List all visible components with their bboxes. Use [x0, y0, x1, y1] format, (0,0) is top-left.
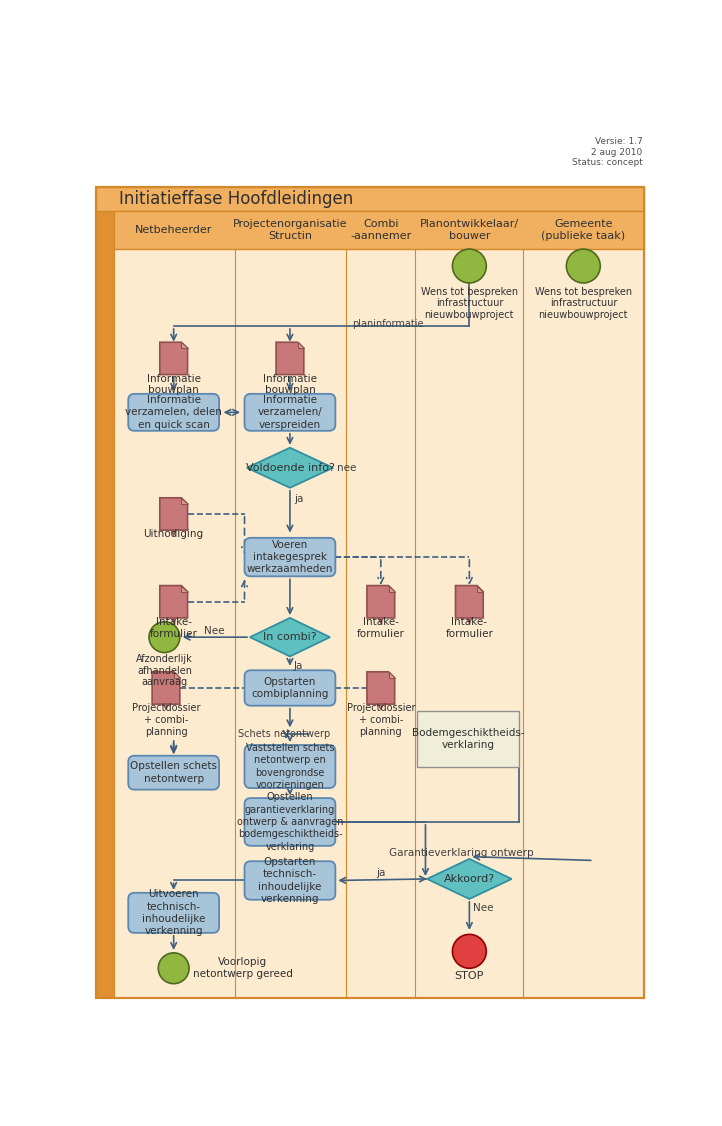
Text: nee: nee	[337, 463, 356, 473]
FancyBboxPatch shape	[417, 712, 518, 767]
FancyBboxPatch shape	[245, 394, 336, 431]
Polygon shape	[378, 704, 383, 709]
Text: Informatie
verzamelen/
verspreiden: Informatie verzamelen/ verspreiden	[258, 395, 322, 430]
FancyBboxPatch shape	[245, 798, 336, 846]
Text: Opstarten
combiplanning: Opstarten combiplanning	[251, 677, 329, 699]
Polygon shape	[250, 618, 330, 656]
FancyBboxPatch shape	[245, 538, 336, 577]
Polygon shape	[247, 448, 333, 488]
Text: Projectdossier
+ combi-
planning: Projectdossier + combi- planning	[131, 704, 200, 736]
Text: ja: ja	[376, 868, 386, 878]
Text: Intake-
formulier: Intake- formulier	[445, 617, 493, 638]
Text: Wens tot bespreken
infrastructuur
nieuwbouwproject: Wens tot bespreken infrastructuur nieuwb…	[535, 287, 632, 320]
Text: Netbeheerder: Netbeheerder	[135, 225, 212, 235]
Text: Uitnodiging: Uitnodiging	[144, 529, 204, 539]
FancyBboxPatch shape	[92, 135, 648, 1002]
Polygon shape	[160, 498, 188, 530]
Polygon shape	[152, 672, 180, 704]
FancyBboxPatch shape	[129, 893, 219, 932]
FancyBboxPatch shape	[129, 756, 219, 789]
Polygon shape	[297, 342, 304, 348]
Polygon shape	[427, 859, 512, 899]
Text: In combi?: In combi?	[263, 632, 317, 642]
Polygon shape	[456, 586, 483, 618]
Polygon shape	[388, 672, 395, 678]
FancyBboxPatch shape	[245, 670, 336, 706]
FancyBboxPatch shape	[245, 745, 336, 788]
Text: Bodemgeschiktheids-
verklaring: Bodemgeschiktheids- verklaring	[412, 729, 524, 750]
Circle shape	[566, 249, 600, 283]
Polygon shape	[477, 586, 483, 592]
Circle shape	[158, 953, 189, 984]
Text: Gemeente
(publieke taak): Gemeente (publieke taak)	[542, 220, 625, 241]
Text: Planontwikkelaar/
bouwer: Planontwikkelaar/ bouwer	[419, 220, 519, 241]
Text: planinformatie: planinformatie	[352, 319, 424, 329]
Text: Uitvoeren
technisch-
inhoudelijke
verkenning: Uitvoeren technisch- inhoudelijke verken…	[142, 890, 205, 937]
Text: Vaststellen schets
netontwerp en
bovengrondse
voorzieningen: Vaststellen schets netontwerp en bovengr…	[245, 743, 334, 790]
Polygon shape	[171, 618, 176, 624]
Circle shape	[149, 622, 180, 653]
Polygon shape	[160, 342, 188, 375]
Polygon shape	[388, 586, 395, 592]
Polygon shape	[171, 530, 176, 536]
FancyBboxPatch shape	[129, 394, 219, 431]
Circle shape	[453, 935, 487, 968]
Text: ja: ja	[294, 493, 303, 503]
Polygon shape	[181, 498, 188, 504]
FancyBboxPatch shape	[96, 188, 644, 998]
Text: Intake-
formulier: Intake- formulier	[149, 617, 198, 638]
Text: Schets netontwerp: Schets netontwerp	[238, 730, 331, 739]
Polygon shape	[367, 586, 395, 618]
FancyBboxPatch shape	[113, 211, 644, 249]
Text: Opstellen schets
netontwerp: Opstellen schets netontwerp	[130, 761, 217, 784]
Text: Opstarten
technisch-
inhoudelijke
verkenning: Opstarten technisch- inhoudelijke verken…	[258, 857, 321, 904]
FancyBboxPatch shape	[96, 188, 113, 998]
Text: Voorlopig
netontwerp gereed: Voorlopig netontwerp gereed	[193, 957, 293, 980]
Text: Nee: Nee	[204, 626, 225, 636]
Text: Initiatieffase Hoofdleidingen: Initiatieffase Hoofdleidingen	[119, 190, 353, 208]
Circle shape	[453, 249, 487, 283]
Text: Akkoord?: Akkoord?	[444, 874, 495, 884]
Text: Nee: Nee	[473, 903, 494, 913]
Text: Garantieverklaring ontwerp: Garantieverklaring ontwerp	[389, 848, 534, 858]
Text: Combi
-aannemer: Combi -aannemer	[350, 220, 412, 241]
Text: Versie: 1.7
2 aug 2010
Status: concept: Versie: 1.7 2 aug 2010 Status: concept	[572, 137, 643, 168]
Polygon shape	[181, 586, 188, 592]
Polygon shape	[174, 672, 180, 678]
FancyBboxPatch shape	[96, 188, 644, 211]
Text: Ja: Ja	[294, 661, 303, 671]
Text: Projectenorganisatie
Structin: Projectenorganisatie Structin	[232, 220, 347, 241]
FancyBboxPatch shape	[245, 861, 336, 900]
Polygon shape	[181, 342, 188, 348]
Polygon shape	[367, 672, 395, 704]
Text: Voldoende info?: Voldoende info?	[245, 463, 334, 473]
Text: Informatie
verzamelen, delen
en quick scan: Informatie verzamelen, delen en quick sc…	[125, 395, 222, 430]
Text: STOP: STOP	[455, 972, 484, 982]
Polygon shape	[160, 586, 188, 618]
Polygon shape	[378, 618, 383, 624]
Polygon shape	[276, 342, 304, 375]
Text: Informatie
bouwplan: Informatie bouwplan	[263, 374, 317, 395]
Polygon shape	[163, 704, 169, 709]
Text: Afzonderlijk
afhandelen
aanvraag: Afzonderlijk afhandelen aanvraag	[136, 654, 193, 687]
Polygon shape	[466, 618, 472, 624]
Text: Projectdossier
+ combi-
planning: Projectdossier + combi- planning	[347, 704, 415, 736]
Text: Opstellen
garantieverklaring
ontwerp & aanvragen
bodemgeschiktheids-
verklaring: Opstellen garantieverklaring ontwerp & a…	[237, 793, 343, 851]
Text: Wens tot bespreken
infrastructuur
nieuwbouwproject: Wens tot bespreken infrastructuur nieuwb…	[421, 287, 518, 320]
Text: Intake-
formulier: Intake- formulier	[357, 617, 405, 638]
Text: Voeren
intakegesprek
werkzaamheden: Voeren intakegesprek werkzaamheden	[247, 539, 333, 574]
Text: Informatie
bouwplan: Informatie bouwplan	[147, 374, 201, 395]
